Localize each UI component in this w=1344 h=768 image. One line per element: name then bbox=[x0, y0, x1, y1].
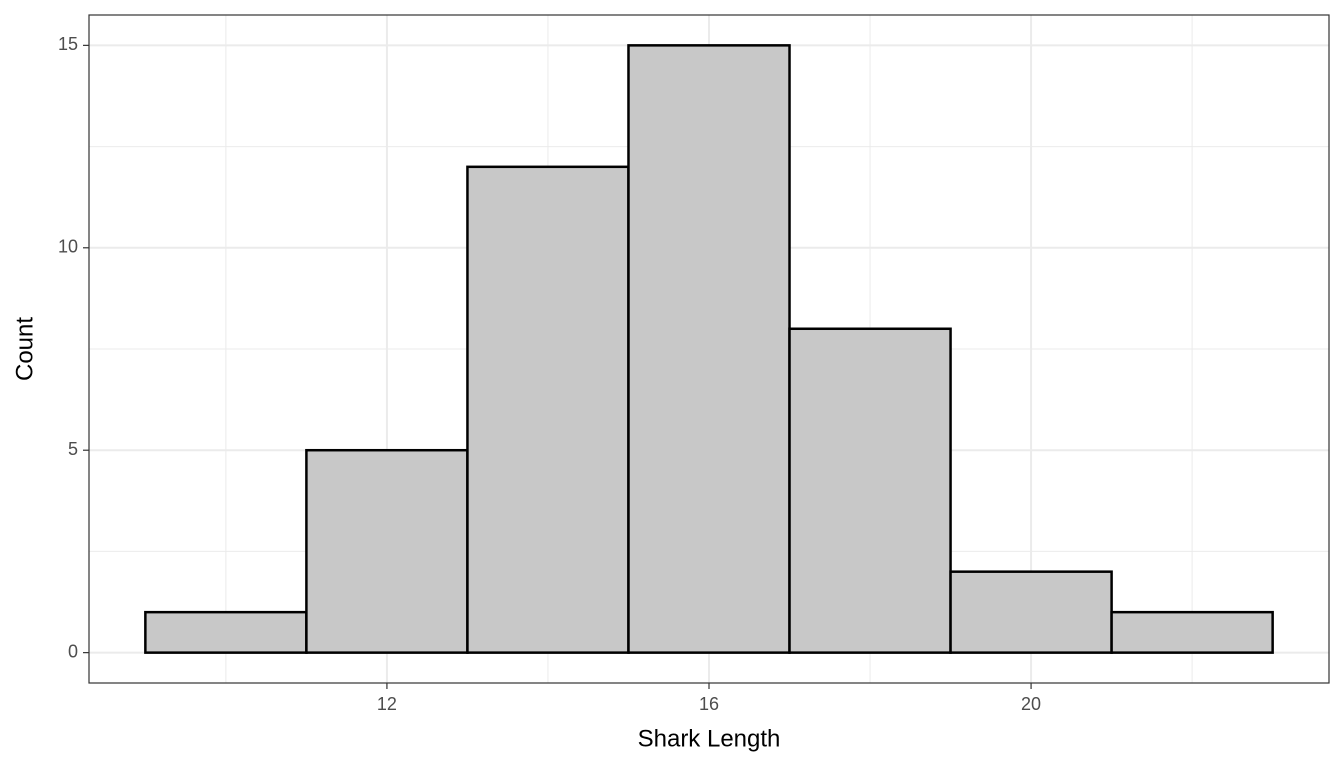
bar bbox=[1110, 610, 1274, 654]
x-tick-label: 16 bbox=[699, 694, 719, 714]
bar bbox=[466, 165, 630, 654]
y-tick-label: 15 bbox=[58, 34, 78, 54]
y-tick-label: 10 bbox=[58, 237, 78, 257]
bar bbox=[788, 327, 952, 654]
y-tick-label: 5 bbox=[68, 439, 78, 459]
bar bbox=[144, 610, 308, 654]
x-tick-label: 12 bbox=[377, 694, 397, 714]
x-axis-title: Shark Length bbox=[638, 725, 781, 752]
bar bbox=[949, 570, 1113, 654]
x-tick-label: 20 bbox=[1021, 694, 1041, 714]
bar bbox=[305, 448, 469, 654]
bar bbox=[627, 44, 791, 654]
y-axis-title: Count bbox=[11, 317, 38, 381]
y-tick-label: 0 bbox=[68, 641, 78, 661]
